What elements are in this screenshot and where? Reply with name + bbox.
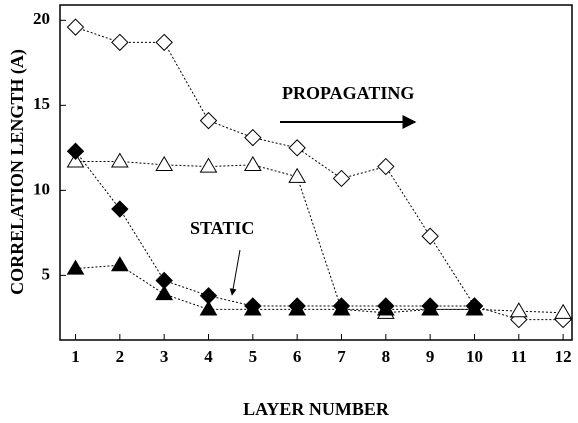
y-tick-label: 10 — [33, 179, 50, 198]
data-point — [288, 167, 307, 183]
x-tick-label: 2 — [116, 347, 125, 366]
x-tick-label: 4 — [204, 347, 213, 366]
data-point — [155, 33, 173, 52]
data-point — [111, 33, 129, 52]
data-point — [554, 303, 573, 319]
x-tick-label: 5 — [249, 347, 258, 366]
annotation-arrow — [229, 249, 241, 296]
data-point — [66, 142, 85, 160]
x-tick-label: 10 — [466, 347, 483, 366]
data-point — [421, 227, 439, 245]
data-point — [465, 300, 484, 316]
annotation: STATIC — [190, 218, 254, 238]
data-point — [243, 155, 262, 171]
x-tick-label: 9 — [426, 347, 435, 366]
x-axis-label: LAYER NUMBER — [243, 399, 390, 419]
data-point — [66, 18, 85, 36]
data-point — [66, 259, 85, 275]
x-tick-label: 12 — [555, 347, 572, 366]
data-point — [110, 152, 129, 168]
data-point — [332, 169, 351, 188]
series-line — [75, 26, 564, 321]
x-tick-label: 3 — [160, 347, 169, 366]
x-tick-label: 6 — [293, 347, 302, 366]
y-tick-label: 15 — [33, 94, 50, 113]
data-point — [110, 256, 129, 272]
data-point — [377, 157, 395, 176]
data-point — [66, 152, 85, 168]
data-point — [199, 111, 218, 130]
y-axis-label: CORRELATION LENGTH (A) — [7, 49, 28, 295]
data-point — [376, 300, 395, 316]
data-point — [421, 300, 440, 316]
series-line — [75, 264, 475, 310]
y-tick-label: 5 — [42, 264, 51, 283]
series-line — [75, 160, 564, 314]
x-tick-label: 1 — [71, 347, 80, 366]
data-point — [199, 300, 218, 316]
x-tick-label: 8 — [382, 347, 391, 366]
data-point — [509, 302, 528, 318]
plot-frame — [59, 4, 573, 341]
data-point — [111, 200, 129, 218]
y-tick-label: 20 — [33, 9, 50, 28]
data-point — [199, 157, 218, 173]
annotation: PROPAGATING — [282, 83, 414, 103]
data-point — [243, 300, 262, 316]
data-point — [155, 155, 174, 171]
data-point — [155, 285, 174, 301]
x-tick-label: 7 — [337, 347, 346, 366]
data-point — [332, 300, 351, 316]
data-point — [244, 128, 262, 147]
x-tick-label: 11 — [511, 347, 527, 366]
data-point — [288, 139, 306, 157]
series-line — [75, 150, 475, 307]
data-point — [288, 300, 307, 316]
